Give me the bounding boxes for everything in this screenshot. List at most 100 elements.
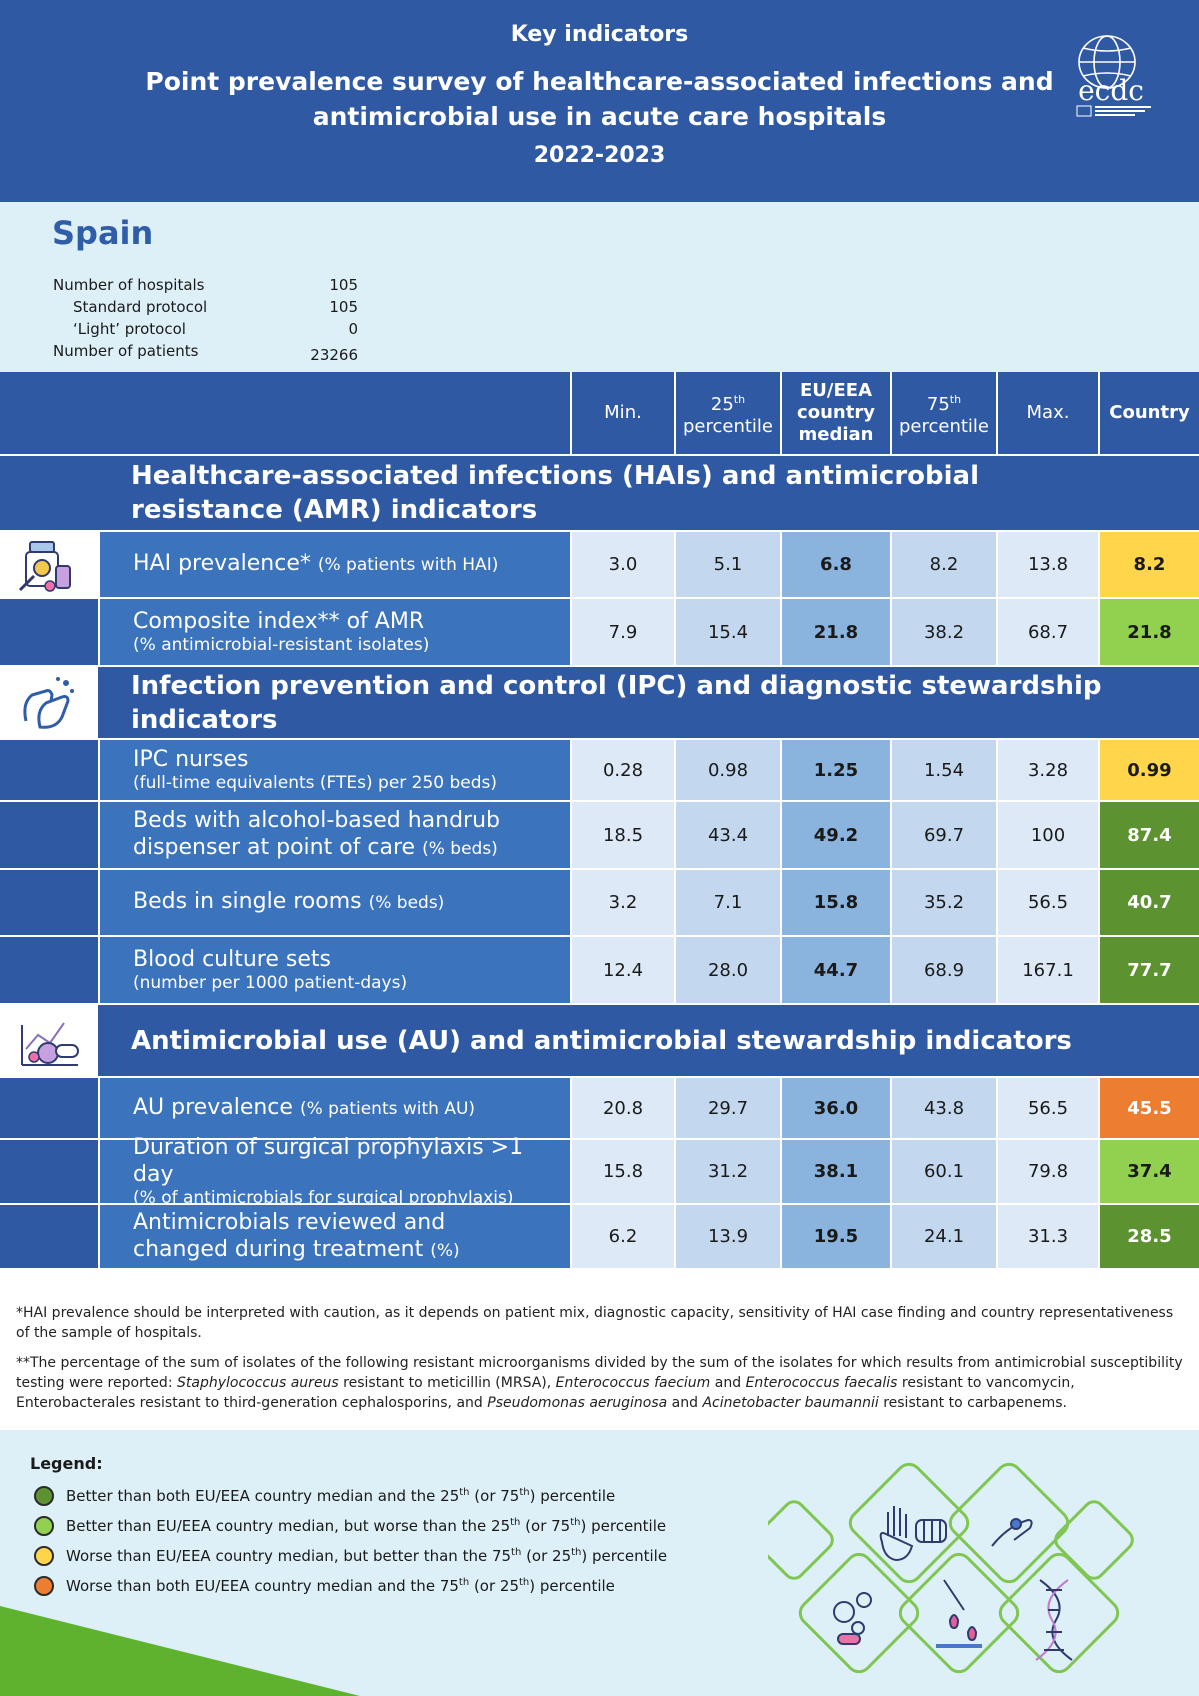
value-p25: 43.4 — [674, 802, 780, 868]
icon-cell — [0, 1078, 98, 1138]
value-median: 49.2 — [780, 802, 890, 868]
indicator-name: HAI prevalence* — [133, 551, 311, 576]
indicator-unit: (% antimicrobial-resistant isolates) — [133, 635, 430, 655]
value-p75: 38.2 — [890, 599, 996, 665]
section-header-au: Antimicrobial use (AU) and antimicrobial… — [0, 1003, 1199, 1076]
p25-number: 25 — [710, 393, 734, 415]
indicator-name: Antimicrobials reviewed and changed duri… — [133, 1209, 446, 1262]
ecdc-globe-logo: ecdc — [1076, 35, 1151, 117]
icon-cell — [0, 937, 98, 1003]
legend-part: ) percentile — [529, 1487, 616, 1505]
value-p75: 68.9 — [890, 937, 996, 1003]
note-text: and — [667, 1395, 703, 1411]
value-min: 18.5 — [570, 802, 674, 868]
indicator-unit: (full-time equivalents (FTEs) per 250 be… — [133, 773, 498, 793]
value-min: 0.28 — [570, 740, 674, 800]
stat-label: Number of patients — [53, 342, 199, 360]
indicator-label: Duration of surgical prophylaxis >1 day … — [98, 1135, 570, 1208]
legend-part: ) percentile — [581, 1547, 668, 1565]
stat-label: ‘Light’ protocol — [73, 320, 186, 338]
legend-part: Worse than both EU/EEA country median an… — [66, 1577, 459, 1595]
value-median: 38.1 — [780, 1140, 890, 1203]
legend-text: Better than both EU/EEA country median a… — [66, 1487, 615, 1505]
icon-cell — [0, 1140, 98, 1203]
col-header-p25: 25th percentile — [674, 372, 780, 454]
icon-cell — [0, 802, 98, 868]
table-row: Duration of surgical prophylaxis >1 day … — [0, 1135, 1199, 1208]
value-median: 36.0 — [780, 1078, 890, 1138]
legend-sup: th — [570, 1517, 581, 1528]
value-p25: 15.4 — [674, 599, 780, 665]
value-max: 167.1 — [996, 937, 1098, 1003]
legend-dot — [34, 1576, 54, 1596]
value-max: 56.5 — [996, 870, 1098, 935]
table-row: Blood culture sets (number per 1000 pati… — [0, 935, 1199, 1003]
legend-sup: th — [571, 1547, 582, 1558]
col-header-p75: 75th percentile — [890, 372, 996, 454]
value-median: 21.8 — [780, 599, 890, 665]
indicator-label: AU prevalence (% patients with AU) — [98, 1078, 570, 1138]
section-header-ipc: Infection prevention and control (IPC) a… — [0, 665, 1199, 738]
legend-dot — [34, 1546, 54, 1566]
note-text: and — [710, 1375, 746, 1391]
medication-bottles-icon — [0, 532, 98, 597]
legend-sup: th — [519, 1577, 530, 1588]
value-p75: 35.2 — [890, 870, 996, 935]
section-header-hai: Healthcare-associated infections (HAIs) … — [0, 454, 1199, 530]
hand-washing-icon — [0, 667, 98, 738]
value-min: 3.2 — [570, 870, 674, 935]
value-min: 12.4 — [570, 937, 674, 1003]
footnotes: *HAI prevalence should be interpreted wi… — [16, 1303, 1186, 1423]
indicator-name: Beds in single rooms — [133, 889, 362, 914]
country-name: Spain — [52, 214, 154, 252]
stat-row: Number of patients 23266 — [53, 342, 358, 368]
value-p25: 7.1 — [674, 870, 780, 935]
header-years: 2022-2023 — [533, 143, 666, 168]
note-organism: Pseudomonas aeruginosa — [487, 1395, 668, 1411]
indicator-label: HAI prevalence* (% patients with HAI) — [98, 532, 570, 597]
value-country: 21.8 — [1098, 599, 1199, 665]
col-header-median: EU/EEA country median — [780, 372, 890, 454]
indicator-name: AU prevalence — [133, 1094, 293, 1120]
note-text: resistant to carbapenems. — [878, 1395, 1067, 1411]
country-stats: Number of hospitals 105 Standard protocol… — [53, 276, 358, 368]
note-organism: Acinetobacter baumannii — [702, 1395, 879, 1411]
value-country: 77.7 — [1098, 937, 1199, 1003]
indicator-label: Beds in single rooms (% beds) — [98, 870, 570, 935]
note-organism: Enterococcus faecium — [555, 1375, 711, 1391]
legend-item-better-both: Better than both EU/EEA country median a… — [34, 1486, 615, 1506]
indicator-unit: (%) — [430, 1240, 460, 1261]
value-p25: 28.0 — [674, 937, 780, 1003]
legend-part: (or 25 — [521, 1547, 572, 1565]
value-p25: 0.98 — [674, 740, 780, 800]
section-title: Infection prevention and control (IPC) a… — [131, 670, 1102, 735]
green-corner-decoration — [0, 1606, 360, 1696]
logo-text: ecdc — [1078, 74, 1144, 107]
legend-part: (or 75 — [520, 1517, 571, 1535]
indicator-name: Beds with alcohol-based handrub dispense… — [133, 808, 501, 860]
median-label: EU/EEA country median — [797, 380, 875, 445]
p75-sup: th — [949, 392, 962, 406]
indicator-unit: (number per 1000 patient-days) — [133, 973, 408, 993]
legend-part: ) percentile — [580, 1517, 667, 1535]
table-row: Composite index** of AMR (% antimicrobia… — [0, 597, 1199, 665]
p25-sup: th — [733, 392, 746, 406]
legend-part: (or 25 — [469, 1577, 519, 1595]
value-country: 28.5 — [1098, 1205, 1199, 1268]
health-icons-decoration — [768, 1462, 1134, 1674]
value-p75: 60.1 — [890, 1140, 996, 1203]
pipette-icon — [936, 1579, 982, 1648]
value-min: 20.8 — [570, 1078, 674, 1138]
header-kicker: Key indicators — [510, 22, 689, 47]
indicator-label: Antimicrobials reviewed and changed duri… — [98, 1205, 570, 1268]
value-min: 15.8 — [570, 1140, 674, 1203]
table-header-row: Min. 25th percentile EU/EEA country media… — [0, 372, 1199, 454]
legend-sup: th — [458, 1577, 470, 1588]
stat-value: 105 — [329, 298, 358, 316]
footnote-hai: *HAI prevalence should be interpreted wi… — [16, 1305, 1174, 1341]
stat-row: Standard protocol 105 — [53, 298, 358, 320]
p75-word: percentile — [898, 415, 990, 437]
value-p25: 13.9 — [674, 1205, 780, 1268]
page-title: Point prevalence survey of healthcare-as… — [145, 67, 1054, 131]
fist-icon — [915, 1519, 947, 1543]
